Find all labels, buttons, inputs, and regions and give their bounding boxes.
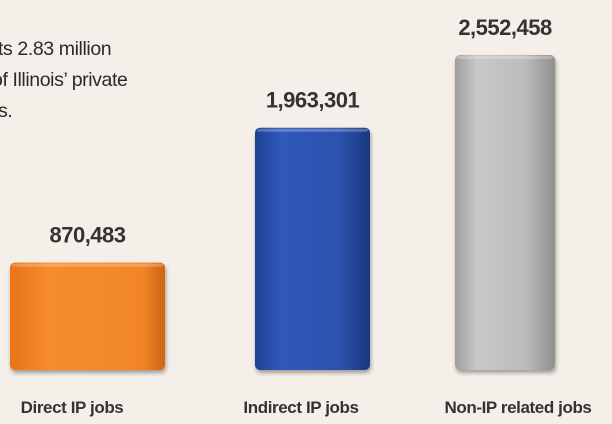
bar-direct-ip-jobs xyxy=(10,262,165,370)
bar-indirect-ip-jobs xyxy=(255,127,370,370)
category-label: Direct IP jobs xyxy=(21,398,124,417)
category-label: Non-IP related jobs xyxy=(444,398,591,417)
value-label: 2,552,458 xyxy=(458,15,552,40)
intro-text-block: ts 2.83 million of Illinois’ private s. xyxy=(0,34,205,127)
value-label: 1,963,301 xyxy=(266,88,360,113)
bar-highlight xyxy=(12,263,163,267)
intro-line: of Illinois’ private xyxy=(0,69,128,91)
bar-highlight xyxy=(457,56,553,59)
bar-highlight xyxy=(257,128,368,132)
value-label: 870,483 xyxy=(49,223,125,248)
category-label: Indirect IP jobs xyxy=(243,398,358,417)
intro-line: s. xyxy=(0,100,13,122)
intro-line: ts 2.83 million xyxy=(0,38,112,60)
bar-non-ip-related-jobs xyxy=(455,55,555,370)
